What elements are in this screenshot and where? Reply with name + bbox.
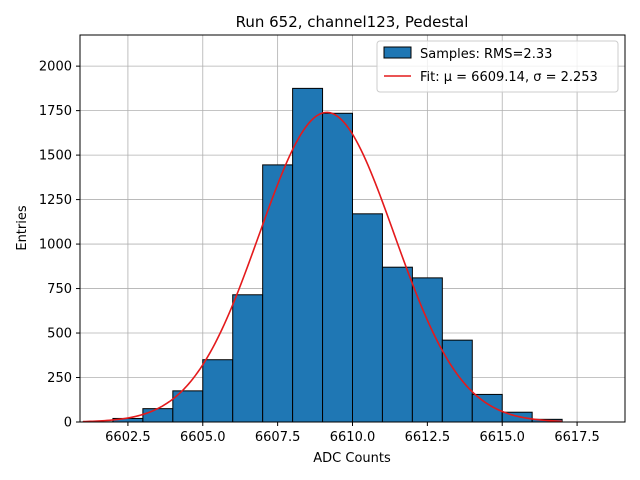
histogram-bar (232, 294, 264, 423)
histogram-bar (142, 408, 174, 423)
y-tick-label: 1500 (39, 149, 72, 164)
x-tick-label: 6602.5 (105, 430, 151, 445)
histogram-bar (381, 266, 413, 423)
y-tick-label: 500 (47, 327, 72, 342)
histogram-bar (352, 213, 383, 423)
x-tick-label: 6612.5 (405, 430, 451, 445)
legend-label-fit: Fit: μ = 6609.14, σ = 2.253 (420, 70, 598, 85)
y-tick-label: 750 (47, 282, 72, 297)
histogram-bar (441, 339, 473, 423)
y-tick-label: 1000 (39, 238, 72, 253)
fit-curve (82, 111, 563, 423)
y-tick-label: 1750 (39, 104, 72, 119)
chart-title: Run 652, channel123, Pedestal (236, 13, 469, 31)
x-tick-label: 6610.0 (330, 430, 376, 445)
x-tick-label: 6617.5 (554, 430, 600, 445)
y-tick-label: 250 (47, 371, 72, 386)
histogram-bar (322, 112, 353, 423)
x-tick-label: 6607.5 (255, 430, 301, 445)
legend-label-histogram: Samples: RMS=2.33 (420, 47, 552, 62)
y-axis-label: Entries (15, 205, 30, 251)
legend-swatch-histogram (383, 46, 412, 59)
y-tick-label: 1250 (39, 193, 72, 208)
x-axis-label: ADC Counts (313, 451, 391, 466)
legend-box (376, 40, 619, 93)
x-tick-label: 6605.0 (180, 430, 226, 445)
x-tick-label: 6615.0 (479, 430, 525, 445)
y-tick-label: 2000 (39, 60, 72, 75)
y-axis: 0 250 500 750 1000 1250 1500 1750 2000 (39, 60, 80, 431)
histogram-bar (292, 87, 324, 423)
histogram-bar (262, 164, 294, 423)
y-tick-label: 0 (64, 416, 72, 431)
x-axis: 6602.5 6605.0 6607.5 6610.0 6612.5 6615.0 6617… (105, 422, 600, 445)
legend: Samples: RMS=2.33 Fit: μ = 6609.14, σ = … (376, 40, 619, 93)
histogram-bar (411, 277, 443, 423)
histogram-bar (471, 393, 503, 423)
histogram-bar (202, 359, 234, 423)
